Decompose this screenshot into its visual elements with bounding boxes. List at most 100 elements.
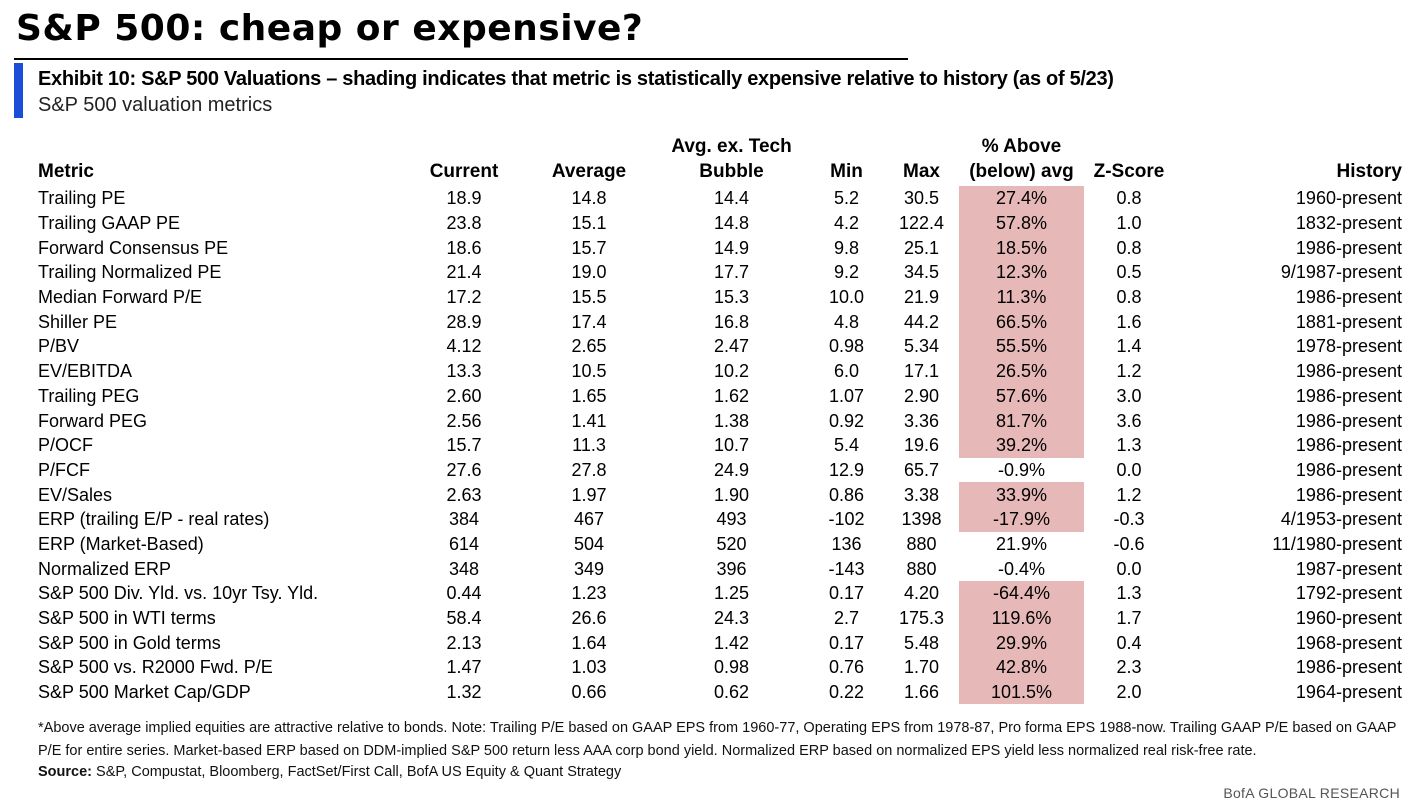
cell-z-score: 1.6 bbox=[1116, 311, 1142, 332]
cell-average: 19.0 bbox=[571, 262, 607, 283]
cell-current: 23.8 bbox=[446, 213, 482, 234]
cell-average: 0.66 bbox=[571, 682, 607, 703]
exhibit-title: Exhibit 10: S&P 500 Valuations – shading… bbox=[38, 68, 1114, 90]
cell-current: 2.63 bbox=[446, 484, 482, 505]
cell-z-score: 1.3 bbox=[1116, 435, 1142, 456]
cell-metric: S&P 500 in WTI terms bbox=[38, 608, 216, 629]
cell-min: 10.0 bbox=[828, 287, 865, 308]
cell-min: 0.17 bbox=[828, 632, 865, 653]
cell-current: 18.9 bbox=[446, 188, 482, 209]
cell-avg-ex-tech: 10.2 bbox=[713, 361, 750, 382]
cell-average: 504 bbox=[573, 533, 605, 554]
cell-z-score: -0.6 bbox=[1113, 533, 1145, 554]
cell-current: 0.44 bbox=[446, 583, 482, 604]
cell-history: 11/1980-present bbox=[1272, 533, 1402, 554]
table-row: S&P 500 in WTI terms 58.4 26.6 24.3 2.7 175.3… bbox=[34, 605, 1406, 631]
cell-average: 15.5 bbox=[571, 287, 607, 308]
cell-max: 3.36 bbox=[903, 410, 940, 431]
cell-metric: Median Forward P/E bbox=[38, 287, 203, 308]
cell-avg-ex-tech: 24.9 bbox=[713, 459, 750, 480]
cell-current: 13.3 bbox=[446, 361, 482, 382]
cell-min: 0.17 bbox=[828, 583, 865, 604]
cell-metric: Normalized ERP bbox=[38, 558, 172, 579]
cell-z-score: 1.4 bbox=[1116, 336, 1142, 357]
cell-average: 1.03 bbox=[571, 657, 607, 678]
cell-max: 1.66 bbox=[903, 682, 940, 703]
cell-min: -102 bbox=[828, 509, 865, 530]
cell-z-score: 3.0 bbox=[1116, 385, 1142, 406]
cell-z-score: 1.2 bbox=[1116, 484, 1142, 505]
cell-min: 5.2 bbox=[833, 188, 860, 209]
cell-max: 4.20 bbox=[903, 583, 940, 604]
cell-current: 1.32 bbox=[446, 682, 482, 703]
cell-history: 1987-present bbox=[1295, 558, 1402, 579]
cell-history: 1792-present bbox=[1295, 583, 1402, 604]
cell-avg-ex-tech: 1.90 bbox=[713, 484, 750, 505]
cell-max: 5.48 bbox=[903, 632, 940, 653]
cell-history: 1986-present bbox=[1295, 484, 1402, 505]
source-note: Source: S&P, Compustat, Bloomberg, FactS… bbox=[38, 762, 621, 782]
cell-z-score: 0.0 bbox=[1116, 459, 1142, 480]
cell-pct-above-avg: 27.4% bbox=[959, 186, 1084, 211]
cell-pct-above-avg: 57.8% bbox=[959, 210, 1084, 236]
cell-min: 0.86 bbox=[828, 484, 865, 505]
source-text: S&P, Compustat, Bloomberg, FactSet/First… bbox=[96, 764, 622, 780]
cell-min: 4.2 bbox=[833, 213, 860, 234]
cell-history: 1986-present bbox=[1295, 657, 1402, 678]
cell-avg-ex-tech: 1.42 bbox=[713, 632, 750, 653]
table-header: Metric Current Average Avg. ex. Tech Bub… bbox=[34, 134, 1406, 186]
cell-max: 1398 bbox=[901, 509, 942, 530]
cell-current: 27.6 bbox=[446, 459, 482, 480]
cell-pct-above-avg: 11.3% bbox=[959, 284, 1084, 310]
cell-metric: Trailing Normalized PE bbox=[38, 262, 222, 283]
cell-avg-ex-tech: 17.7 bbox=[713, 262, 750, 283]
cell-max: 5.34 bbox=[903, 336, 940, 357]
table-row: P/FCF 27.6 27.8 24.9 12.9 65.7 -0.9% 0.0 1986-pr… bbox=[34, 458, 1406, 483]
exhibit-subtitle: S&P 500 valuation metrics bbox=[38, 94, 273, 116]
cell-current: 58.4 bbox=[446, 608, 482, 629]
cell-min: 0.76 bbox=[828, 657, 865, 678]
cell-max: 21.9 bbox=[903, 287, 940, 308]
header-avg-ex-tech-line2: Bubble bbox=[699, 161, 764, 182]
cell-z-score: 0.5 bbox=[1116, 262, 1142, 283]
cell-z-score: 0.8 bbox=[1116, 237, 1142, 258]
table-row: S&P 500 Div. Yld. vs. 10yr Tsy. Yld. 0.44… bbox=[34, 581, 1406, 606]
table-row: EV/Sales 2.63 1.97 1.90 0.86 3.38 33.9% 1.2 1986… bbox=[34, 482, 1406, 507]
table-row: P/BV 4.12 2.65 2.47 0.98 5.34 55.5% 1.4 1978-pre… bbox=[34, 334, 1406, 359]
cell-z-score: 1.0 bbox=[1116, 213, 1142, 234]
cell-current: 614 bbox=[448, 533, 480, 554]
table-row: Trailing PE 18.9 14.8 14.4 5.2 30.5 27.4% 0.8 19… bbox=[34, 186, 1406, 211]
header-metric: Metric bbox=[38, 161, 94, 182]
brand-label: BofA GLOBAL RESEARCH bbox=[1223, 785, 1400, 801]
cell-metric: ERP (trailing E/P - real rates) bbox=[38, 509, 270, 530]
cell-metric: S&P 500 vs. R2000 Fwd. P/E bbox=[38, 657, 273, 678]
cell-min: 1.07 bbox=[828, 385, 865, 406]
cell-avg-ex-tech: 14.9 bbox=[713, 237, 750, 258]
cell-avg-ex-tech: 24.3 bbox=[713, 608, 750, 629]
cell-max: 44.2 bbox=[903, 311, 940, 332]
table-body: Trailing PE 18.9 14.8 14.4 5.2 30.5 27.4% 0.8 19… bbox=[34, 186, 1406, 705]
cell-pct-above-avg: 119.6% bbox=[959, 605, 1084, 631]
header-z-score: Z-Score bbox=[1093, 161, 1165, 182]
cell-avg-ex-tech: 520 bbox=[716, 533, 747, 554]
cell-history: 1881-present bbox=[1295, 311, 1402, 332]
cell-min: 136 bbox=[831, 533, 862, 554]
cell-metric: S&P 500 in Gold terms bbox=[38, 632, 221, 653]
cell-pct-above-avg: 55.5% bbox=[959, 334, 1084, 359]
cell-metric: Shiller PE bbox=[38, 311, 118, 332]
cell-average: 26.6 bbox=[571, 608, 607, 629]
cell-avg-ex-tech: 10.7 bbox=[713, 435, 750, 456]
cell-current: 384 bbox=[448, 509, 480, 530]
cell-history: 1978-present bbox=[1295, 336, 1402, 357]
table-row: S&P 500 in Gold terms 2.13 1.64 1.42 0.17 5.4… bbox=[34, 630, 1406, 656]
cell-min: 12.9 bbox=[828, 459, 865, 480]
cell-pct-above-avg: 42.8% bbox=[959, 655, 1084, 680]
cell-min: 9.8 bbox=[833, 237, 860, 258]
header-pct-line1: % Above bbox=[981, 136, 1062, 157]
cell-max: 1.70 bbox=[903, 657, 940, 678]
cell-current: 4.12 bbox=[446, 336, 482, 357]
cell-avg-ex-tech: 16.8 bbox=[713, 311, 750, 332]
header-pct-above-avg: % Above (below) avg bbox=[959, 134, 1084, 186]
cell-avg-ex-tech: 14.4 bbox=[713, 188, 750, 209]
cell-history: 9/1987-present bbox=[1280, 262, 1402, 283]
